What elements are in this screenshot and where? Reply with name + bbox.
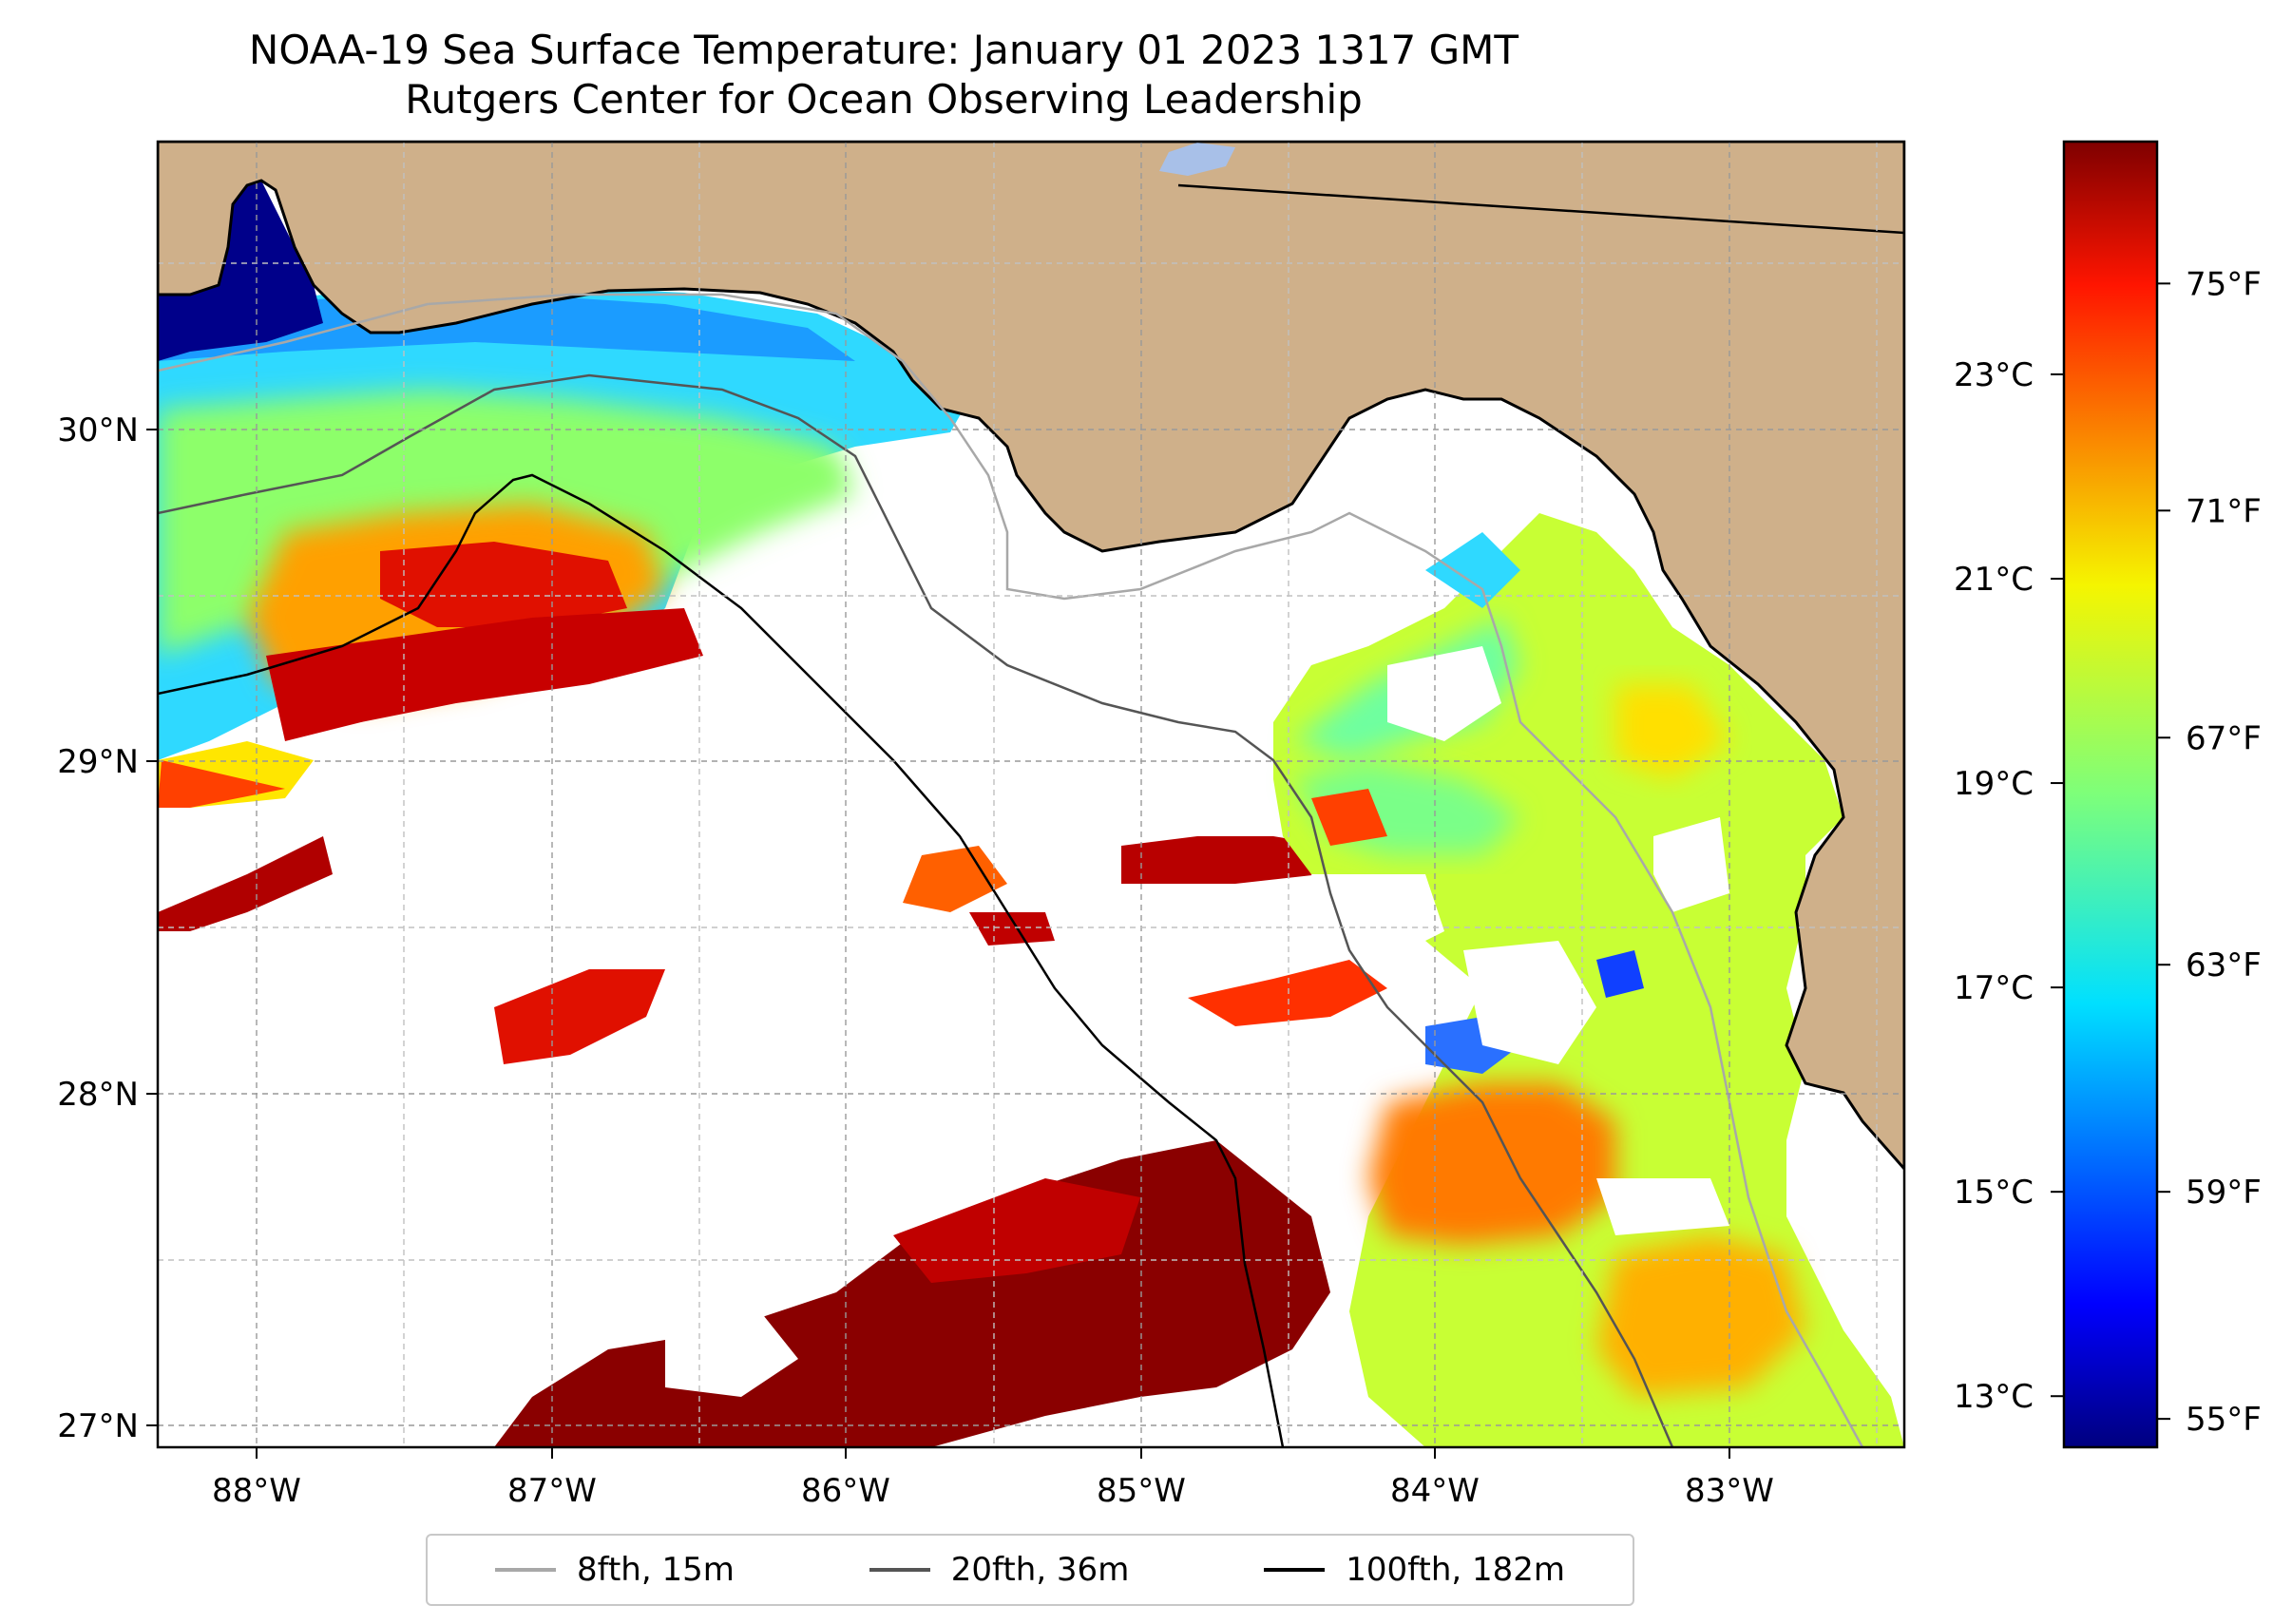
- sst-patch: [1311, 789, 1387, 846]
- legend-label: 20fth, 36m: [950, 1551, 1130, 1589]
- sst-patch: [1596, 1235, 1805, 1397]
- legend-line: [869, 1568, 930, 1572]
- sst-patch: [893, 1178, 1140, 1283]
- sst-patch: [158, 181, 323, 361]
- lon-tick-label: 88°W: [212, 1472, 301, 1510]
- isobaths: [158, 183, 1904, 1447]
- fahrenheit-tick-label: 55°F: [2186, 1401, 2262, 1439]
- lake: [1159, 143, 1235, 176]
- lon-tick-label: 87°W: [507, 1472, 597, 1510]
- sst-patch: [1615, 684, 1729, 779]
- legend-label: 100fth, 182m: [1346, 1551, 1566, 1589]
- sst-patch: [494, 969, 665, 1064]
- sst-patch: [1596, 950, 1644, 998]
- lon-tick-label: 85°W: [1097, 1472, 1186, 1510]
- lat-tick-label: 28°N: [57, 1076, 139, 1114]
- lon-tick-label: 83°W: [1685, 1472, 1774, 1510]
- map-area: [158, 142, 1904, 1447]
- colorbar-ticks: [2051, 282, 2170, 1421]
- sst-patch: [158, 836, 333, 931]
- map-title: NOAA-19 Sea Surface Temperature: January…: [248, 27, 1519, 73]
- lat-tick-label: 29°N: [57, 743, 139, 781]
- map-frame: [156, 140, 1906, 1449]
- isobath-legend: 8fth, 15m 20fth, 36m 100fth, 182m: [426, 1534, 1634, 1606]
- sst-patch: [903, 846, 1007, 912]
- legend-line: [494, 1568, 556, 1572]
- fahrenheit-tick-label: 71°F: [2186, 492, 2262, 530]
- nodata-hole: [665, 1311, 798, 1397]
- sst-patch: [266, 608, 703, 741]
- isobath-8fth: [158, 293, 1864, 1447]
- lon-tick-labels: 88°W 87°W 86°W 85°W 84°W 83°W: [212, 1472, 1774, 1510]
- colorbar-gradient: [2062, 140, 2159, 1449]
- fahrenheit-labels: 55°F 59°F 63°F 67°F 71°F 75°F: [2186, 265, 2262, 1439]
- celsius-tick-label: 21°C: [1954, 561, 2034, 599]
- land-mass: [158, 142, 1904, 1172]
- sst-patch: [1121, 836, 1330, 884]
- nodata-hole: [1596, 1178, 1729, 1235]
- sst-patch: [380, 542, 627, 627]
- celsius-tick-label: 15°C: [1954, 1174, 2034, 1212]
- isobath-20fth: [158, 373, 1674, 1447]
- celsius-labels: 13°C 15°C 17°C 19°C 21°C 23°C: [1954, 356, 2034, 1416]
- sst-patch: [1368, 1083, 1615, 1245]
- legend-item-8fth: 8fth, 15m: [494, 1551, 735, 1589]
- state-boundary: [1177, 183, 1904, 235]
- lat-tick-label: 30°N: [57, 411, 139, 449]
- lat-tick-label: 27°N: [57, 1407, 139, 1445]
- celsius-tick-label: 19°C: [1954, 765, 2034, 803]
- sst-patch: [158, 293, 855, 361]
- celsius-tick-label: 13°C: [1954, 1378, 2034, 1416]
- nodata-hole: [1463, 941, 1596, 1064]
- fahrenheit-tick-label: 63°F: [2186, 946, 2262, 984]
- fahrenheit-tick-label: 59°F: [2186, 1174, 2262, 1212]
- isobath-100fth: [158, 473, 1285, 1447]
- legend-item-20fth: 20fth, 36m: [869, 1551, 1130, 1589]
- map-subtitle: Rutgers Center for Ocean Observing Leade…: [405, 76, 1363, 123]
- sst-patch: [1425, 532, 1520, 608]
- celsius-tick-label: 17°C: [1954, 969, 2034, 1007]
- axis-ticks: [146, 429, 1730, 1459]
- sst-patch: [158, 760, 285, 808]
- fahrenheit-tick-label: 67°F: [2186, 719, 2262, 757]
- lon-tick-label: 86°W: [801, 1472, 890, 1510]
- nodata-hole: [1653, 817, 1729, 912]
- celsius-tick-label: 23°C: [1954, 356, 2034, 394]
- sst-patch: [969, 912, 1055, 946]
- colorbar: 55°F 59°F 63°F 67°F 71°F 75°F 13°C 15°C …: [1954, 140, 2262, 1449]
- lat-tick-labels: 27°N 28°N 29°N 30°N: [57, 411, 139, 1445]
- gridlines: [158, 142, 1904, 1447]
- legend-line: [1264, 1568, 1326, 1572]
- lon-tick-label: 84°W: [1390, 1472, 1480, 1510]
- legend-item-100fth: 100fth, 182m: [1264, 1551, 1565, 1589]
- nodata-hole: [1387, 646, 1501, 741]
- land-layer: [158, 142, 1904, 1172]
- sst-patch: [1188, 960, 1387, 1026]
- legend-label: 8fth, 15m: [576, 1551, 735, 1589]
- fahrenheit-tick-label: 75°F: [2186, 265, 2262, 303]
